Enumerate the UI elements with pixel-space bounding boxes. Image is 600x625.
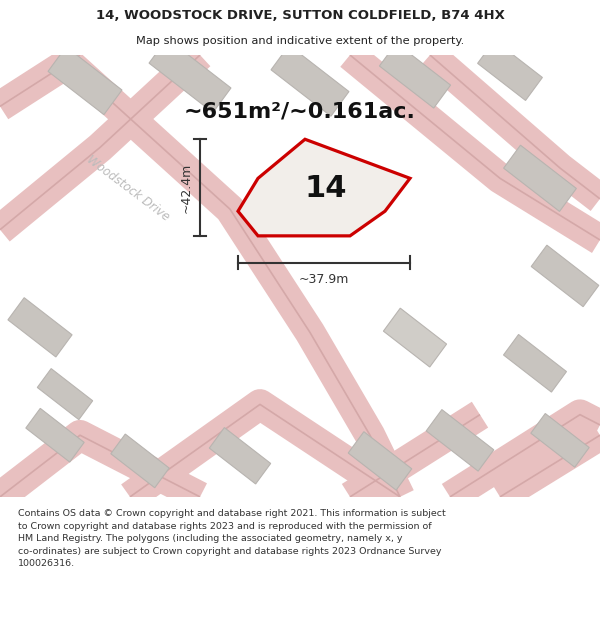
- Text: ~37.9m: ~37.9m: [299, 272, 349, 286]
- Polygon shape: [271, 45, 349, 116]
- Polygon shape: [348, 432, 412, 490]
- Polygon shape: [531, 414, 589, 468]
- Polygon shape: [48, 47, 122, 114]
- Polygon shape: [531, 245, 599, 307]
- Polygon shape: [149, 39, 231, 112]
- Polygon shape: [37, 369, 92, 419]
- Text: 14, WOODSTOCK DRIVE, SUTTON COLDFIELD, B74 4HX: 14, WOODSTOCK DRIVE, SUTTON COLDFIELD, B…: [95, 9, 505, 22]
- Text: Map shows position and indicative extent of the property.: Map shows position and indicative extent…: [136, 36, 464, 46]
- Polygon shape: [238, 139, 410, 236]
- Polygon shape: [383, 308, 446, 367]
- Polygon shape: [426, 409, 494, 471]
- Polygon shape: [478, 41, 542, 101]
- Text: Contains OS data © Crown copyright and database right 2021. This information is : Contains OS data © Crown copyright and d…: [18, 509, 446, 568]
- Polygon shape: [8, 298, 72, 357]
- Text: 14: 14: [305, 174, 347, 203]
- Text: Woodstock Drive: Woodstock Drive: [84, 153, 172, 224]
- Polygon shape: [111, 434, 169, 488]
- Polygon shape: [209, 428, 271, 484]
- Polygon shape: [503, 145, 577, 211]
- Polygon shape: [379, 43, 451, 108]
- Polygon shape: [26, 408, 84, 462]
- Polygon shape: [503, 334, 566, 392]
- Text: ~651m²/~0.161ac.: ~651m²/~0.161ac.: [184, 101, 416, 121]
- Text: ~42.4m: ~42.4m: [179, 162, 193, 212]
